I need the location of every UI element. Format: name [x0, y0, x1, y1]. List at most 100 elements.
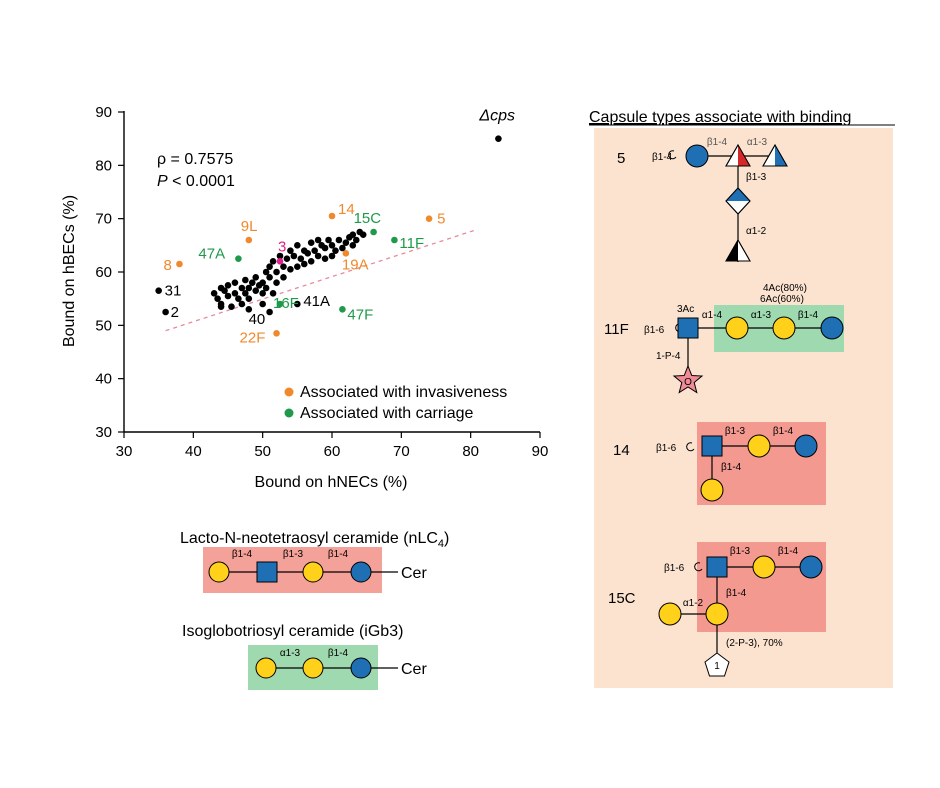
- s14-branch-galactose-icon: [700, 478, 724, 502]
- data-point: [242, 290, 249, 297]
- nlc4-title: Lacto-N-neotetraosyl ceramide (nLC4): [180, 530, 449, 550]
- labeled-data-point: [176, 260, 183, 268]
- s11f-galactose2-icon: [772, 316, 796, 340]
- s11f-acetyl-top: 4Ac(80%): [763, 283, 807, 294]
- data-point: [245, 295, 253, 302]
- data-point: [221, 287, 228, 294]
- data-point: [359, 231, 367, 238]
- data-point: [248, 279, 256, 286]
- labeled-data-point: [155, 287, 162, 294]
- point-label: 19A: [342, 256, 369, 273]
- p-value: < 0.0001: [168, 173, 235, 190]
- labeled-data-point: [273, 330, 280, 337]
- data-point: [235, 295, 242, 302]
- point-label: 5: [437, 211, 445, 228]
- x-ticks: 30 40 50 60 70 80 90: [116, 432, 548, 460]
- serotype-11f-structure: 4Ac(80%) 6Ac(60%) 11F 3Ac β1-6 α1-4 α1-3…: [604, 283, 844, 394]
- point-label: 11F: [399, 235, 424, 252]
- s11f-link-1p4: 1-P-4: [656, 351, 681, 362]
- serotype-5-label: 5: [617, 150, 625, 167]
- s5-link-a13: α1-3: [747, 137, 768, 148]
- data-point: [287, 266, 294, 273]
- s11f-star-label: O: [684, 377, 692, 388]
- y-tick-label: 70: [95, 211, 112, 228]
- point-label: 22F: [240, 329, 266, 346]
- s11f-3ac-label: 3Ac: [677, 304, 694, 315]
- s5-fucnac-triangle-icon: [725, 143, 751, 167]
- s14-link-b14: β1-4: [773, 426, 794, 437]
- data-points: [155, 135, 502, 337]
- data-point: [280, 274, 287, 281]
- s14-glcnac-icon: [701, 435, 723, 457]
- data-point: [228, 303, 235, 310]
- data-point: [252, 287, 260, 294]
- s15c-side-galactose-icon: [658, 602, 682, 626]
- point-label: 15C: [354, 210, 382, 227]
- s15c-glcnac-icon: [706, 556, 728, 578]
- point-label: 16F: [273, 295, 299, 312]
- s15c-link-b14-branch: β1-4: [726, 588, 747, 599]
- s5-rhamnose-triangle-icon: [725, 238, 751, 262]
- point-label: 47A: [198, 246, 225, 263]
- serotype-14-structure: 14 β1-6 β1-3 β1-4 β1-4: [613, 422, 826, 505]
- data-point: [300, 260, 308, 268]
- x-tick-label: 30: [116, 443, 133, 460]
- s11f-ribitol-star-icon: [672, 364, 704, 394]
- s14-link-b16: β1-6: [656, 443, 677, 454]
- data-point: [224, 292, 232, 300]
- s11f-acetyl-bottom: 6Ac(60%): [760, 294, 804, 305]
- s5-link-a12: α1-2: [746, 226, 767, 237]
- nlc4-title-subscript: 4: [438, 538, 444, 550]
- data-point: [314, 252, 322, 260]
- data-point: [252, 274, 260, 281]
- data-point: [273, 268, 280, 276]
- nlc4-structure: Lacto-N-neotetraosyl ceramide (nLC4) β1-…: [180, 530, 449, 593]
- igb3-galactose2-icon: [302, 657, 324, 679]
- x-tick-label: 80: [462, 443, 479, 460]
- s11f-glcnac-icon: [677, 317, 699, 339]
- legend-marker-invasive: [284, 387, 294, 397]
- x-tick-label: 40: [185, 443, 202, 460]
- labeled-data-point: [425, 215, 433, 222]
- data-point: [339, 244, 346, 252]
- s15c-glucose-icon: [799, 555, 823, 579]
- s14-glucose-icon: [794, 434, 818, 458]
- data-point: [242, 276, 249, 284]
- labeled-data-point: [339, 306, 346, 313]
- labeled-data-point: [245, 236, 253, 244]
- data-point: [238, 300, 246, 308]
- point-label: 31: [165, 283, 182, 300]
- p-symbol: P: [157, 173, 168, 190]
- labeled-data-point: [276, 300, 284, 308]
- capsule-panel-title: Capsule types associate with binding: [589, 109, 851, 126]
- labeled-data-point: [235, 255, 242, 262]
- s11f-link-b14: β1-4: [798, 310, 819, 321]
- serotype-11f-label: 11F: [604, 321, 629, 338]
- labeled-data-point: [162, 308, 169, 316]
- data-point: [352, 236, 360, 244]
- nlc4-galactose-icon: [208, 561, 230, 583]
- point-label: 2: [171, 304, 179, 321]
- s15c-curl-icon: [694, 562, 703, 572]
- s15c-link-b13: β1-3: [730, 546, 751, 557]
- s5-glucose-icon: [685, 144, 709, 168]
- nlc4-title-end: ): [444, 530, 449, 547]
- s15c-galactose-icon: [752, 555, 776, 579]
- data-point: [304, 250, 312, 257]
- s15c-link-a12: α1-2: [683, 598, 704, 609]
- legend-label-invasive: Associated with invasiveness: [300, 384, 507, 401]
- trend-line: [165, 228, 478, 332]
- data-point: [245, 306, 253, 313]
- x-tick-label: 60: [324, 443, 341, 460]
- scatter-plot: 30 40 50 60 70 80 90 30 40 50 60 70 80 90 Bound on h…: [61, 104, 548, 491]
- s14-galactose-icon: [747, 434, 771, 458]
- point-label: 41A: [303, 293, 330, 310]
- igb3-title: Isoglobotriosyl ceramide (iGb3): [182, 623, 403, 640]
- data-point: [307, 239, 315, 246]
- data-point: [214, 295, 221, 302]
- labeled-data-point: [276, 258, 284, 265]
- y-tick-label: 40: [95, 371, 112, 388]
- data-point: [307, 258, 315, 265]
- labeled-data-point: [294, 300, 301, 308]
- legend-label-carriage: Associated with carriage: [300, 405, 474, 422]
